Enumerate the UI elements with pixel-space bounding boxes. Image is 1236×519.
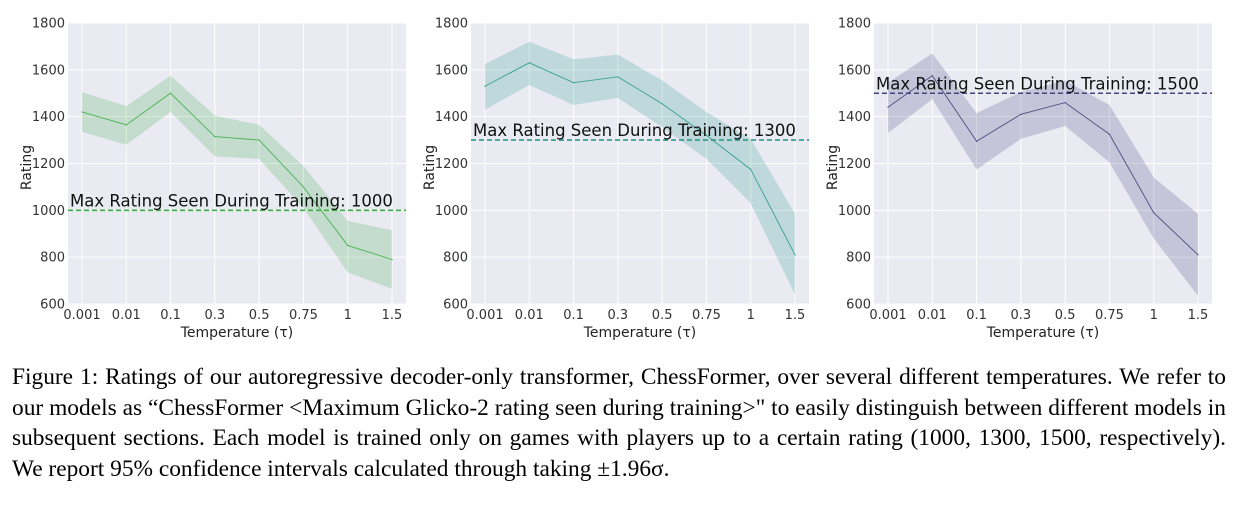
- y-tick-label: 1800: [838, 17, 871, 32]
- data-point: [81, 111, 83, 113]
- x-tick-label: 0.001: [869, 308, 906, 323]
- y-tick-label: 1400: [435, 110, 468, 125]
- data-point: [258, 139, 260, 141]
- data-point: [125, 124, 127, 126]
- y-axis-label: Rating: [422, 145, 438, 190]
- x-tick-label: 1: [344, 308, 352, 323]
- data-point: [887, 106, 889, 108]
- y-tick-label: 800: [846, 251, 871, 266]
- y-tick-label: 800: [40, 251, 65, 266]
- x-tick-label: 0.3: [608, 308, 629, 323]
- data-point: [1153, 212, 1155, 214]
- x-tick-label: 0.5: [652, 308, 673, 323]
- y-tick-label: 600: [443, 298, 468, 313]
- data-point: [572, 82, 575, 84]
- x-tick-label: 0.1: [563, 308, 584, 323]
- confidence-band: [485, 41, 795, 295]
- x-tick-label: 1: [1150, 308, 1158, 323]
- figure-charts: 600 800 1000 1200 1400 1600 1800 0.001 0.01 0.1 0.…: [19, 17, 1212, 341]
- x-tick-label: 0.5: [1055, 308, 1076, 323]
- x-tick-label: 0.01: [918, 308, 947, 323]
- x-tick-label: 0.3: [1011, 308, 1032, 323]
- y-tick-label: 800: [443, 251, 468, 266]
- data-point: [975, 140, 978, 142]
- data-point: [528, 62, 530, 64]
- y-tick-label: 1800: [32, 17, 65, 32]
- x-tick-label: 0.3: [205, 308, 226, 323]
- data-point: [794, 254, 796, 256]
- y-tick-label: 600: [846, 298, 871, 313]
- chart-3: 600 800 1000 1200 1400 1600 1800 0.001 0.01 0.1 0.…: [825, 17, 1212, 341]
- y-tick-label: 1200: [435, 157, 468, 172]
- y-tick-label: 1600: [32, 63, 65, 78]
- series-line: [887, 75, 1199, 256]
- data-point: [1197, 254, 1199, 256]
- x-axis-label: Temperature (τ): [583, 325, 697, 341]
- reference-line-label: Max Rating Seen During Training: 1000: [70, 191, 393, 210]
- y-tick-label: 1600: [838, 63, 871, 78]
- series-line: [81, 92, 393, 260]
- figure-caption: Figure 1: Ratings of our autoregressive …: [12, 364, 1226, 482]
- reference-line-label: Max Rating Seen During Training: 1500: [876, 74, 1199, 93]
- x-tick-label: 0.75: [692, 308, 721, 323]
- data-point: [1108, 133, 1111, 135]
- y-tick-label: 1000: [32, 204, 65, 219]
- y-tick-label: 1000: [435, 204, 468, 219]
- x-axis-label: Temperature (τ): [180, 325, 294, 341]
- x-tick-label: 1.5: [785, 308, 806, 323]
- x-tick-label: 0.001: [466, 308, 503, 323]
- y-tick-label: 1600: [435, 63, 468, 78]
- series-line: [484, 62, 796, 256]
- y-tick-label: 1200: [32, 157, 65, 172]
- x-tick-label: 0.01: [112, 308, 141, 323]
- data-point: [931, 75, 933, 77]
- data-point: [750, 168, 752, 170]
- y-tick-label: 1800: [435, 17, 468, 32]
- x-tick-label: 1: [747, 308, 755, 323]
- data-point: [1020, 113, 1022, 115]
- y-tick-label: 1400: [838, 110, 871, 125]
- data-point: [1064, 102, 1066, 104]
- data-point: [347, 244, 349, 247]
- chart-1: 600 800 1000 1200 1400 1600 1800 0.001 0.01 0.1 0.…: [19, 17, 406, 341]
- chart-2: 600 800 1000 1200 1400 1600 1800 0.001 0.01 0.1 0.…: [422, 17, 809, 341]
- x-tick-label: 0.001: [63, 308, 100, 323]
- x-tick-label: 1.5: [1188, 308, 1209, 323]
- confidence-band: [82, 75, 392, 289]
- data-point: [617, 76, 619, 78]
- x-tick-label: 0.75: [1095, 308, 1124, 323]
- data-point: [169, 92, 172, 94]
- y-tick-label: 1400: [32, 110, 65, 125]
- x-tick-label: 0.1: [160, 308, 181, 323]
- x-tick-label: 1.5: [382, 308, 403, 323]
- y-axis-label: Rating: [19, 145, 35, 190]
- reference-line-label: Max Rating Seen During Training: 1300: [473, 121, 796, 140]
- data-point: [705, 134, 708, 136]
- data-point: [391, 258, 393, 261]
- confidence-band: [888, 53, 1198, 296]
- data-point: [302, 186, 305, 188]
- y-tick-label: 600: [40, 298, 65, 313]
- y-tick-label: 1000: [838, 204, 871, 219]
- x-tick-label: 0.1: [966, 308, 987, 323]
- x-tick-label: 0.5: [249, 308, 270, 323]
- y-tick-label: 1200: [838, 157, 871, 172]
- data-point: [214, 135, 216, 138]
- y-axis-label: Rating: [825, 145, 841, 190]
- x-tick-label: 0.01: [515, 308, 544, 323]
- x-axis-label: Temperature (τ): [986, 325, 1100, 341]
- data-point: [661, 103, 663, 105]
- data-point: [484, 85, 486, 87]
- x-tick-label: 0.75: [289, 308, 318, 323]
